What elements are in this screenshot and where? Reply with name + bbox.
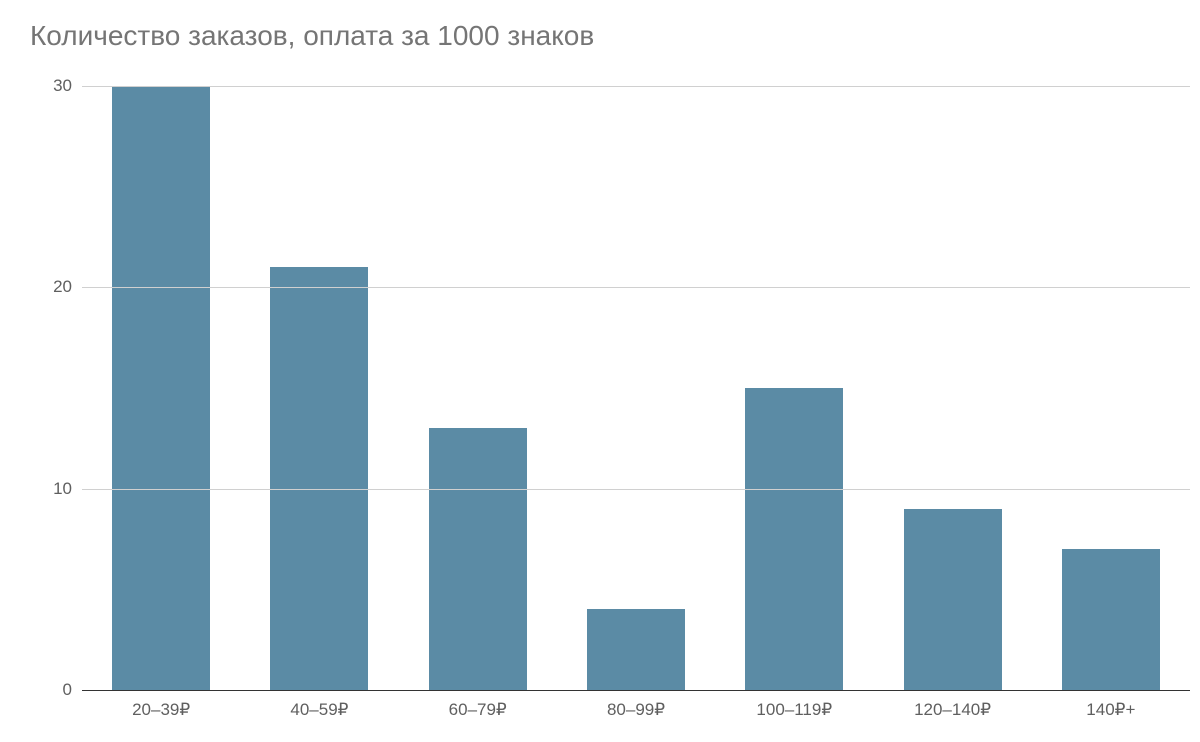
gridline (82, 287, 1190, 288)
bar (429, 428, 527, 690)
chart-container: Количество заказов, оплата за 1000 знако… (0, 0, 1200, 742)
bars-layer (82, 86, 1190, 690)
y-tick-label: 10 (53, 479, 72, 499)
gridline (82, 489, 1190, 490)
y-tick-label: 20 (53, 277, 72, 297)
y-tick-label: 0 (63, 680, 72, 700)
x-tick-label: 100–119₽ (756, 700, 832, 720)
x-tick-label: 60–79₽ (449, 700, 507, 720)
x-tick-label: 20–39₽ (132, 700, 190, 720)
bar (112, 86, 210, 690)
x-tick-label: 40–59₽ (290, 700, 348, 720)
x-tick-label: 120–140₽ (914, 700, 991, 720)
y-tick-label: 30 (53, 76, 72, 96)
x-tick-label: 140₽+ (1086, 700, 1135, 720)
chart-title: Количество заказов, оплата за 1000 знако… (30, 20, 594, 52)
bar (904, 509, 1002, 690)
bar (587, 609, 685, 690)
plot-area (82, 86, 1190, 690)
gridline (82, 86, 1190, 87)
bar (1062, 549, 1160, 690)
bar (745, 388, 843, 690)
bar (270, 267, 368, 690)
x-tick-label: 80–99₽ (607, 700, 665, 720)
axis-baseline (82, 690, 1190, 691)
